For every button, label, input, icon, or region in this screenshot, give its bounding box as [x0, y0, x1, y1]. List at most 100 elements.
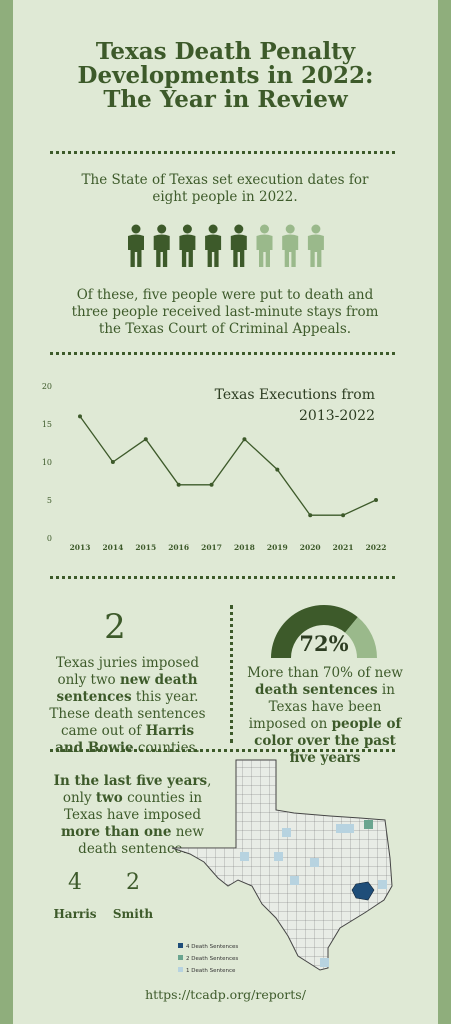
gauge-text-mid: in Texas have been imposed on	[248, 682, 395, 732]
gauge-text: More than 70% of new death sentences in …	[245, 665, 405, 767]
vertical-divider	[230, 605, 233, 743]
texas-county-map	[171, 759, 393, 971]
county-one-sentence	[320, 958, 329, 967]
data-point	[374, 498, 378, 502]
people-icons	[128, 224, 324, 267]
y-tick-label: 0	[47, 534, 52, 543]
county-one-sentence	[274, 852, 283, 861]
divider	[50, 749, 395, 752]
sentences-number: 2	[104, 607, 126, 647]
gauge-label: 72%	[299, 631, 348, 656]
five-year-text: In the last five years, only two countie…	[45, 773, 220, 858]
page-title: Texas Death Penalty Developments in 2022…	[13, 40, 438, 112]
sentences-text-mid: this year. These death sentences came ou…	[49, 689, 206, 739]
sentences-bold-1: new death sentences	[56, 672, 198, 705]
county-one-sentence	[310, 858, 319, 867]
x-tick-label: 2019	[267, 543, 288, 552]
data-point	[110, 460, 115, 464]
x-tick-label: 2017	[201, 543, 222, 552]
data-point	[275, 467, 280, 472]
person-stayed-icon	[307, 224, 324, 267]
y-tick-label: 15	[42, 420, 52, 429]
divider	[50, 151, 395, 154]
gauge-text-pre: More than 70% of new	[247, 665, 403, 681]
chart-title-line: Texas Executions from	[215, 387, 375, 403]
county-one-sentence	[282, 828, 291, 837]
source-url[interactable]: https://tcadp.org/reports/	[145, 987, 306, 1002]
county-name: Smith	[112, 907, 154, 921]
sentences-text-pre: Texas juries imposed only two	[55, 655, 200, 688]
divider	[50, 352, 395, 355]
legend-swatch	[178, 955, 183, 960]
x-tick-label: 2014	[102, 543, 123, 552]
x-tick-label: 2022	[366, 543, 387, 552]
data-point	[209, 482, 214, 487]
legend-item: 1 Death Sentence	[178, 965, 238, 977]
x-tick-label: 2013	[70, 543, 91, 552]
county-harris	[351, 881, 375, 901]
x-tick-label: 2016	[168, 543, 189, 552]
gauge-bold-1: death sentences	[255, 682, 378, 698]
county-one-sentence	[240, 852, 249, 861]
percent-gauge: 72%	[271, 605, 377, 658]
title-line: Texas Death Penalty	[95, 38, 356, 65]
legend-item: 2 Death Sentences	[178, 953, 238, 965]
county-grid	[172, 760, 392, 970]
gauge-track	[345, 617, 377, 658]
gauge-bold-2: people of color over the past five years	[254, 716, 402, 766]
y-tick-label: 10	[42, 458, 52, 467]
y-tick-label: 5	[47, 496, 52, 505]
county-smith	[364, 820, 373, 829]
gauge-fill	[271, 605, 358, 658]
title-line: Developments in 2022:	[77, 62, 374, 89]
person-executed-icon	[153, 224, 170, 267]
county-count: 4	[68, 870, 82, 895]
county-one-sentence	[290, 876, 299, 885]
person-executed-icon	[230, 224, 247, 267]
county-count: 2	[126, 870, 140, 895]
county-one-sentence	[345, 824, 354, 833]
series-line	[79, 416, 377, 516]
county-one-sentence	[378, 880, 387, 889]
five-year-t3: new death sentence.	[78, 824, 204, 857]
person-executed-icon	[128, 224, 144, 267]
y-tick-label: 20	[42, 382, 52, 391]
person-executed-icon	[179, 224, 196, 267]
map-legend: 4 Death Sentences 2 Death Sentences 1 De…	[178, 941, 238, 977]
legend-label: 1 Death Sentence	[186, 968, 236, 974]
executions-line-chart: 0 5 10 15 20 2013 2014 2015 2016 2017 2018 2019 2020…	[42, 382, 387, 552]
data-point	[308, 513, 313, 518]
data-point	[78, 414, 82, 419]
sentences-bold-2: Harris and Bowie	[55, 723, 195, 756]
county-one-sentence	[336, 824, 345, 833]
data-point	[176, 482, 181, 487]
title-line: The Year in Review	[103, 86, 348, 113]
divider	[50, 576, 395, 579]
five-year-bold-1: In the last five years	[53, 773, 208, 789]
sentences-text-post: counties.	[133, 740, 200, 756]
person-stayed-icon	[256, 224, 273, 267]
x-tick-label: 2020	[300, 543, 321, 552]
legend-item: 4 Death Sentences	[178, 941, 238, 953]
sentences-text: Texas juries imposed only two new death …	[45, 655, 210, 757]
five-year-bold-3: more than one	[61, 824, 172, 840]
legend-label: 2 Death Sentences	[186, 956, 239, 962]
data-point	[341, 513, 346, 518]
data-point	[143, 437, 148, 442]
data-point	[242, 437, 247, 442]
person-executed-icon	[205, 224, 222, 267]
legend-label: 4 Death Sentences	[186, 944, 239, 950]
outcome-text: Of these, five people were put to death …	[71, 287, 379, 337]
x-tick-label: 2018	[234, 543, 255, 552]
intro-text: The State of Texas set execution dates f…	[81, 172, 369, 205]
five-year-t1: , only	[62, 773, 212, 806]
chart-title-line: 2013-2022	[299, 408, 375, 424]
person-stayed-icon	[282, 224, 299, 267]
x-tick-label: 2015	[135, 543, 156, 552]
x-tick-label: 2021	[333, 543, 354, 552]
county-name: Harris	[53, 907, 97, 921]
five-year-t2: counties in Texas have imposed	[64, 790, 203, 823]
five-year-bold-2: two	[95, 790, 123, 806]
legend-swatch	[178, 967, 183, 972]
legend-swatch	[178, 943, 183, 948]
